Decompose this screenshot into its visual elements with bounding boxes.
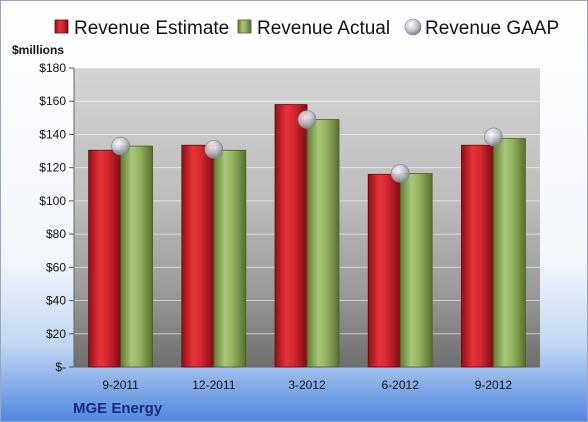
marker-revenue-gaap-6-2012 — [390, 164, 410, 183]
legend-label: Revenue GAAP — [425, 18, 559, 39]
x-tick-label: 3-2012 — [288, 378, 326, 392]
y-tick-label: $160 — [39, 94, 66, 108]
x-tick-label: 9-2011 — [102, 378, 139, 392]
x-tick-label: 6-2012 — [382, 378, 420, 392]
y-tick-label: $- — [55, 360, 66, 374]
bar-revenue-actual-3-2012 — [306, 119, 340, 368]
marker-revenue-gaap-3-2012 — [297, 110, 317, 129]
x-axis-ticks: 9-2011 12-2011 3-2012 6-2012 9-2012 — [102, 378, 512, 392]
y-tick-label: $80 — [46, 227, 66, 241]
bar-revenue-actual-9-2012 — [492, 138, 526, 368]
legend: Revenue Estimate Revenue Actual Revenue GA… — [54, 18, 559, 39]
y-tick-label: $180 — [39, 61, 66, 75]
legend-label: Revenue Estimate — [74, 18, 229, 39]
legend-swatch-revenue-actual — [237, 19, 252, 34]
bar-revenue-estimate-9-2012 — [460, 144, 494, 368]
x-tick-label: 9-2012 — [475, 378, 513, 392]
bar-revenue-estimate-3-2012 — [274, 104, 308, 368]
y-tick-label: $100 — [39, 194, 66, 208]
bar-revenue-actual-9-2011 — [120, 145, 153, 368]
bar-revenue-estimate-9-2011 — [88, 149, 121, 368]
legend-swatch-revenue-estimate — [54, 19, 69, 34]
gaap-markers — [111, 110, 503, 183]
bar-revenue-estimate-12-2011 — [181, 144, 215, 368]
legend-label: Revenue Actual — [257, 18, 390, 39]
y-tick-label: $20 — [46, 327, 66, 341]
bars — [88, 104, 526, 368]
x-tick-label: 12-2011 — [192, 378, 235, 392]
marker-revenue-gaap-9-2011 — [111, 136, 130, 156]
marker-revenue-gaap-9-2012 — [484, 127, 503, 147]
company-name: MGE Energy — [73, 400, 163, 417]
y-axis-unit-label: $millions — [12, 43, 64, 57]
y-tick-label: $60 — [46, 260, 66, 274]
bar-revenue-estimate-6-2012 — [367, 173, 401, 368]
marker-revenue-gaap-12-2011 — [204, 140, 224, 159]
y-tick-label: $40 — [46, 294, 66, 308]
bar-revenue-actual-12-2011 — [213, 149, 247, 368]
y-tick-label: $120 — [39, 161, 66, 175]
legend-swatch-revenue-gaap — [404, 18, 422, 36]
y-tick-label: $140 — [39, 127, 66, 141]
bar-revenue-actual-6-2012 — [399, 173, 433, 368]
